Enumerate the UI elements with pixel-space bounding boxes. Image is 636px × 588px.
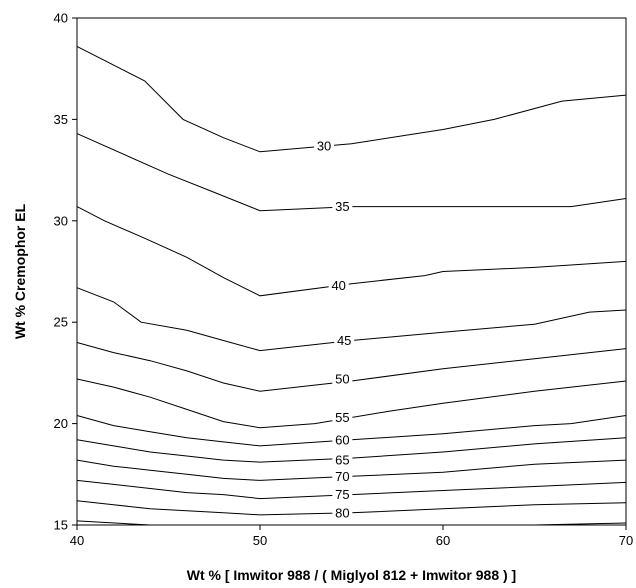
y-tick-label: 20 xyxy=(54,416,68,431)
contour-line xyxy=(76,479,627,500)
y-tick-label: 15 xyxy=(54,518,68,533)
contour-label: 45 xyxy=(337,333,351,348)
y-tick-label: 25 xyxy=(54,315,68,330)
contour-label-bg xyxy=(332,487,353,501)
contour-label-bg xyxy=(332,469,353,483)
contour-line xyxy=(76,133,627,212)
x-tick-label: 40 xyxy=(70,533,84,548)
x-tick-label: 50 xyxy=(253,533,267,548)
contour-line xyxy=(76,459,627,481)
contour-line xyxy=(76,342,627,392)
y-tick-label: 35 xyxy=(54,112,68,127)
contour-label-bg xyxy=(332,371,353,385)
contour-label-bg xyxy=(314,138,335,152)
contour-label: 65 xyxy=(335,453,349,468)
contour-label: 30 xyxy=(317,138,331,153)
contour-label: 75 xyxy=(335,487,349,502)
contour-label: 55 xyxy=(335,410,349,425)
contour-label: 35 xyxy=(335,199,349,214)
contour-label: 40 xyxy=(331,278,345,293)
x-tick-label: 70 xyxy=(619,533,633,548)
contour-label: 50 xyxy=(335,371,349,386)
contour-label: 60 xyxy=(335,432,349,447)
contour-line xyxy=(76,500,627,516)
contour-line xyxy=(76,437,627,463)
y-tick-label: 30 xyxy=(54,213,68,228)
y-axis-title: Wt % Cremophor EL xyxy=(12,203,28,339)
x-tick-label: 60 xyxy=(436,533,450,548)
contour-label-bg xyxy=(332,453,353,467)
plot-frame xyxy=(76,17,627,526)
axis-ticks: 40 50 60 70 15 20 25 30 35 40 xyxy=(54,11,634,549)
contour-line xyxy=(76,520,151,526)
contour-line xyxy=(76,378,627,429)
contour-label-bg xyxy=(332,410,353,424)
contour-line xyxy=(76,45,627,153)
contour-line xyxy=(534,522,627,526)
contour-label-bg xyxy=(328,278,349,292)
contour-label-bg xyxy=(334,333,355,347)
contour-label: 70 xyxy=(335,469,349,484)
contour-label: 80 xyxy=(335,505,349,520)
contour-line xyxy=(76,415,627,447)
y-tick-label: 40 xyxy=(54,11,68,26)
contour-label-bg xyxy=(332,199,353,213)
contour-label-bg xyxy=(332,432,353,446)
x-axis-title: Wt % [ Imwitor 988 / ( Miglyol 812 + Imw… xyxy=(187,567,516,583)
contour-label-bg xyxy=(332,505,353,519)
contour-line xyxy=(76,287,627,352)
contour-line xyxy=(76,206,627,297)
